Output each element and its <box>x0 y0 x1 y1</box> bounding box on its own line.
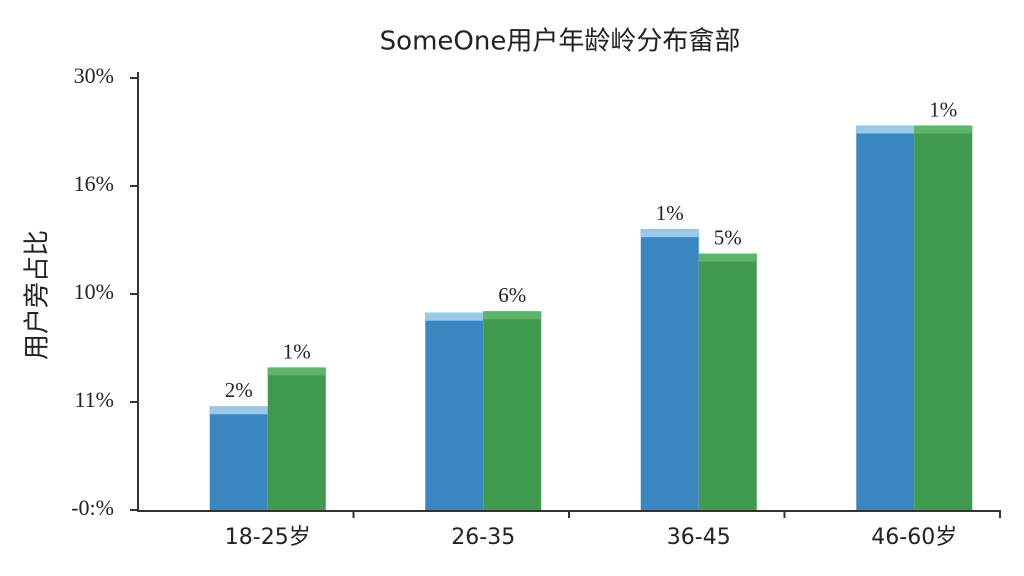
data-label: 2% <box>225 378 253 402</box>
y-tick-label: 11% <box>74 387 114 412</box>
bar <box>856 125 915 511</box>
data-label: 1% <box>656 201 684 225</box>
data-label: 1% <box>283 339 311 363</box>
bar <box>483 311 542 510</box>
bar-cap <box>267 367 326 376</box>
bar <box>209 406 268 510</box>
data-label: 6% <box>498 283 526 307</box>
bar <box>914 125 973 511</box>
bar-cap <box>914 125 973 134</box>
x-tick-label: 26-35 <box>451 525 515 550</box>
bar-cap <box>209 406 268 415</box>
x-tick-label: 18-25岁 <box>225 525 311 550</box>
y-axis-label: 用户旁占比 <box>23 230 53 360</box>
bar-cap <box>425 312 484 321</box>
x-tick-label: 36-45 <box>667 525 731 550</box>
bar <box>698 253 757 510</box>
data-label: 5% <box>714 225 742 249</box>
y-tick-label: 30% <box>74 63 114 88</box>
bar-cap <box>698 253 757 262</box>
chart-title: SomeOne用户年龄岭分布畲部 <box>380 27 741 57</box>
bar <box>425 312 484 510</box>
y-tick-label: 16% <box>74 171 114 196</box>
bar <box>640 229 699 510</box>
bar-cap <box>640 229 699 238</box>
data-label: 1% <box>929 97 957 121</box>
y-tick-label: 10% <box>74 279 114 304</box>
bar-cap <box>483 311 542 320</box>
bar <box>267 367 326 510</box>
y-tick-label: -0:% <box>71 495 114 520</box>
bar-cap <box>856 125 915 134</box>
x-tick-label: 46-60岁 <box>871 525 957 550</box>
